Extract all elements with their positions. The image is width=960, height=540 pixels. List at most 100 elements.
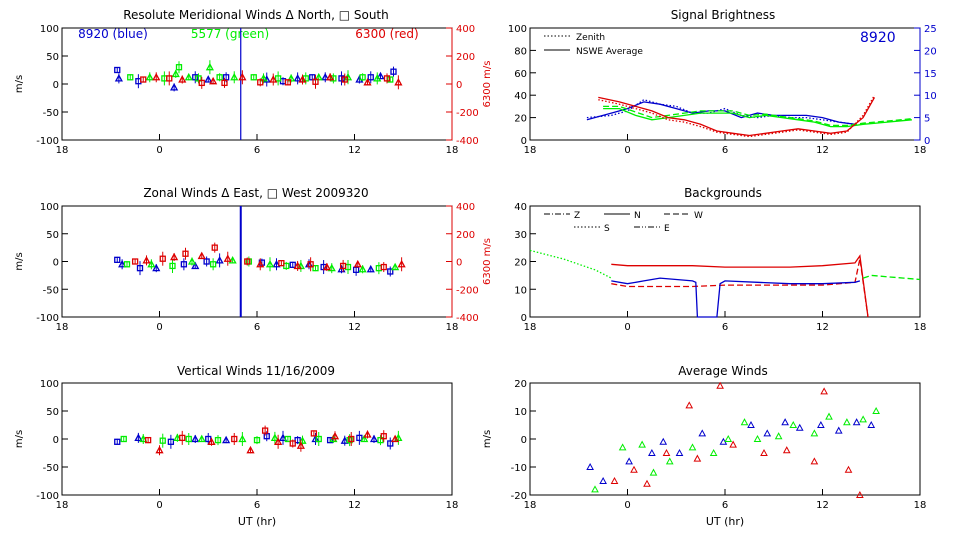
- brightness-title: Signal Brightness: [671, 8, 776, 22]
- green-data-point: [123, 261, 131, 268]
- legend-label: E: [664, 224, 670, 234]
- x-tick-label: 18: [446, 145, 459, 156]
- red-data-point: [221, 79, 228, 87]
- legend-label: Z: [574, 211, 580, 221]
- x-tick-label: 18: [914, 145, 927, 156]
- meridional-title: Resolute Meridional Winds Δ North, □ Sou…: [123, 8, 389, 22]
- vertical-title: Vertical Winds 11/16/2009: [177, 364, 335, 378]
- red-data-point: [729, 440, 737, 448]
- y-tick-label: 10: [514, 407, 527, 418]
- y2-tick-label: 10: [924, 91, 937, 102]
- x-tick-label: 6: [722, 322, 728, 333]
- legend-5577-green: 5577 (green): [191, 27, 269, 41]
- x-tick-label: 12: [348, 500, 361, 511]
- blue-data-point: [367, 74, 374, 81]
- legend-zenith-label: Zenith: [576, 33, 605, 43]
- green-data-point: [359, 74, 366, 81]
- x-tick-label: 0: [624, 500, 630, 511]
- blue-data-point: [338, 75, 345, 82]
- red-data-point: [197, 251, 206, 260]
- y-tick-label: 0: [521, 136, 527, 147]
- green-data-point: [872, 406, 880, 414]
- x-tick-label: 18: [56, 500, 69, 511]
- green-data-point: [789, 420, 798, 428]
- x-tick-label: 6: [722, 145, 728, 156]
- red-data-point: [363, 430, 372, 438]
- y-tick-label: 10: [514, 285, 527, 296]
- red-data-point: [209, 76, 218, 85]
- backgrounds-plot-frame: [529, 205, 921, 318]
- x-tick-label: 18: [914, 500, 927, 511]
- red-data-point: [716, 381, 724, 389]
- blue-data-point: [586, 462, 594, 470]
- average-x-axis-label: UT (hr): [706, 515, 744, 528]
- blue-data-point: [180, 261, 188, 268]
- blue-data-point: [852, 418, 861, 426]
- red-data-point: [170, 252, 179, 261]
- red-data-point: [131, 258, 139, 265]
- green-data-point: [195, 75, 202, 82]
- blue-data-point: [648, 448, 656, 456]
- blue-data-point: [356, 434, 363, 442]
- blue-data-point: [311, 434, 320, 443]
- signal-brightness-panel: Signal Brightness 18 0 6 12 1810080604020025…: [508, 8, 937, 156]
- green-data-point: [250, 74, 257, 81]
- green-data-point: [175, 64, 183, 71]
- green-data-point: [145, 72, 154, 81]
- x-tick-label: 12: [348, 145, 361, 156]
- y-tick-label: -50: [43, 463, 59, 474]
- x-tick-label: 6: [254, 322, 260, 333]
- red-data-point: [223, 254, 232, 262]
- y-tick-label: -100: [36, 491, 59, 502]
- y-tick-label: -20: [511, 491, 527, 502]
- y-tick-label: 30: [514, 230, 527, 241]
- blue-data-point: [152, 263, 161, 272]
- red-data-point: [261, 427, 269, 434]
- blue-data-point: [204, 75, 213, 83]
- green-data-point: [358, 264, 367, 273]
- red-data-point: [166, 75, 173, 82]
- red-data-point: [244, 258, 251, 265]
- average-y-axis-label: m/s: [482, 430, 493, 448]
- red-data-point: [269, 75, 278, 83]
- blue-solid-series-line: [611, 277, 861, 318]
- green-dotted-series-line: [529, 249, 612, 279]
- blue-data-point: [675, 448, 684, 456]
- blue-data-point: [118, 259, 127, 268]
- y2-tick-label: 200: [456, 230, 475, 241]
- y-tick-label: 0: [53, 80, 59, 91]
- green-data-point: [265, 259, 275, 268]
- x-tick-label: 6: [722, 500, 728, 511]
- green-data-point: [843, 418, 851, 426]
- red-data-point: [182, 250, 189, 257]
- blue-data-point: [114, 256, 121, 263]
- red-data-point: [397, 259, 406, 268]
- green-data-point: [120, 435, 127, 443]
- red-data-point: [155, 445, 164, 454]
- x-tick-label: 18: [446, 322, 459, 333]
- green-data-point: [187, 257, 197, 265]
- red-data-point: [643, 479, 651, 487]
- green-data-point: [228, 256, 237, 264]
- x-tick-label: 18: [524, 322, 537, 333]
- red-data-point: [341, 76, 348, 83]
- y-tick-label: 20: [514, 379, 527, 390]
- x-tick-label: 18: [56, 322, 69, 333]
- green-data-point: [394, 433, 403, 442]
- y-tick-label: 0: [53, 258, 59, 269]
- x-tick-label: 18: [914, 322, 927, 333]
- green-data-point: [259, 74, 268, 82]
- red-data-point: [159, 255, 166, 262]
- green-data-point: [312, 265, 319, 272]
- x-tick-label: 6: [254, 500, 260, 511]
- y2-tick-label: 400: [456, 24, 475, 35]
- blue-data-point: [795, 423, 804, 431]
- green-data-point: [859, 415, 867, 423]
- y-tick-label: -50: [43, 108, 59, 119]
- red-data-point: [293, 261, 302, 270]
- vertical-winds-panel: Vertical Winds 11/16/2009 18 0 6 12 18 UT (hr…: [14, 364, 458, 528]
- x-tick-label: 0: [156, 145, 162, 156]
- y2-tick-label: 5: [924, 114, 930, 125]
- x-tick-label: 12: [816, 145, 829, 156]
